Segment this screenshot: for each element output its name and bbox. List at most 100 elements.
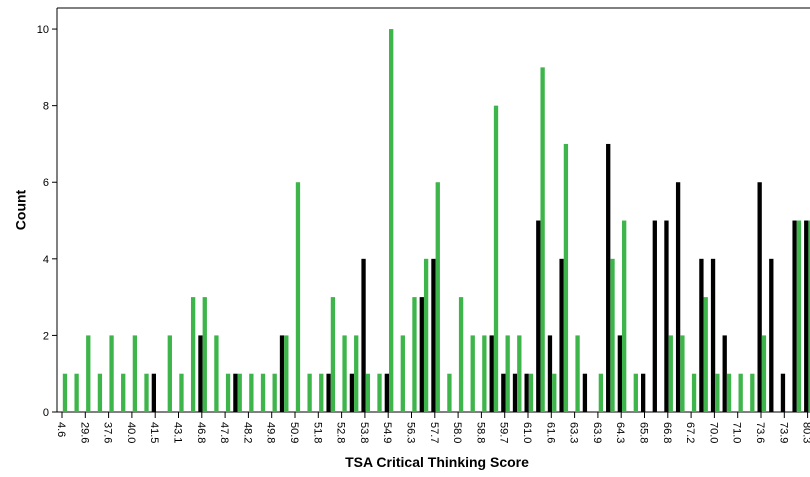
bar <box>482 335 487 412</box>
bar <box>691 373 697 412</box>
bar <box>606 143 611 413</box>
bar <box>552 373 557 412</box>
bar <box>237 373 242 412</box>
x-tick-label: 4.6 <box>55 422 67 437</box>
bar <box>750 373 755 412</box>
bar <box>726 373 732 412</box>
x-tick-label: 41.5 <box>148 422 160 443</box>
x-tick-label: 51.8 <box>311 422 323 443</box>
bar <box>470 335 475 412</box>
x-tick-label: 37.6 <box>102 422 114 443</box>
bar <box>144 373 149 412</box>
x-tick-label: 63.9 <box>591 422 603 443</box>
bar <box>757 182 762 412</box>
bar <box>225 373 231 412</box>
y-tick-label: 4 <box>43 254 49 266</box>
bar <box>575 335 580 412</box>
bar <box>598 373 604 412</box>
x-tick-label: 48.2 <box>241 422 253 443</box>
bar <box>202 297 207 412</box>
bar <box>431 258 436 412</box>
x-tick-label: 50.9 <box>288 422 300 443</box>
bar <box>641 373 646 412</box>
bar <box>703 297 708 412</box>
x-tick-label: 46.8 <box>195 422 207 443</box>
bar <box>524 373 529 412</box>
bar <box>74 373 79 412</box>
y-tick-label: 6 <box>43 177 49 189</box>
bar <box>377 373 382 412</box>
bar <box>361 258 366 412</box>
x-tick-label: 65.8 <box>638 422 650 443</box>
bar <box>400 335 405 412</box>
y-tick-label: 10 <box>37 24 49 36</box>
bar <box>780 373 786 412</box>
bar <box>796 220 802 412</box>
bar <box>563 143 569 413</box>
x-tick-label: 66.8 <box>661 422 673 443</box>
bar <box>307 373 312 412</box>
bar <box>582 373 588 412</box>
x-tick-label: 59.7 <box>498 422 510 443</box>
bar <box>295 182 301 412</box>
bar <box>260 373 266 412</box>
bar <box>710 258 716 412</box>
bar <box>722 335 727 412</box>
bar <box>342 335 347 412</box>
bar <box>559 258 564 412</box>
bar <box>489 335 494 412</box>
bar <box>512 373 518 412</box>
y-tick-label: 0 <box>43 407 49 419</box>
bar <box>179 373 184 412</box>
bar <box>330 297 336 412</box>
bar <box>319 373 324 412</box>
x-tick-label: 61.0 <box>521 422 533 443</box>
x-tick-label: 53.8 <box>358 422 370 443</box>
bar <box>412 297 417 412</box>
bar <box>86 335 91 412</box>
bar <box>190 297 196 412</box>
x-tick-label: 80.3 <box>801 422 810 443</box>
bar <box>617 335 623 412</box>
x-tick-label: 40.0 <box>125 422 137 443</box>
bar <box>675 182 681 412</box>
x-tick-label: 56.3 <box>405 422 417 443</box>
x-tick-label: 71.0 <box>731 422 743 443</box>
x-tick-label: 73.9 <box>777 422 789 443</box>
bar <box>715 373 720 412</box>
bar <box>458 297 464 412</box>
x-tick-label: 29.6 <box>78 422 90 443</box>
bar <box>384 373 390 412</box>
bar <box>610 258 615 412</box>
x-tick-label: 70.0 <box>707 422 719 443</box>
bar <box>326 373 331 412</box>
bar <box>389 29 394 412</box>
bar <box>132 335 138 412</box>
bar <box>668 335 673 412</box>
x-tick-label: 64.3 <box>614 422 626 443</box>
bar <box>365 373 371 412</box>
y-axis-title: Count <box>13 189 29 230</box>
bar <box>249 373 254 412</box>
bar <box>214 335 219 412</box>
bar <box>680 335 685 412</box>
bar <box>349 373 355 412</box>
bar <box>167 335 172 412</box>
x-tick-label: 63.3 <box>568 422 580 443</box>
bar <box>769 258 774 412</box>
bar <box>804 220 809 412</box>
bar <box>761 335 767 412</box>
bar <box>699 258 704 412</box>
bar <box>109 335 114 412</box>
bar <box>633 373 638 412</box>
bar <box>493 105 499 412</box>
bar <box>664 220 669 412</box>
x-tick-label: 49.8 <box>265 422 277 443</box>
bar <box>272 373 277 412</box>
bar <box>528 373 534 412</box>
bar <box>97 373 103 412</box>
bar <box>622 220 627 412</box>
bar <box>354 335 359 412</box>
x-axis-title: TSA Critical Thinking Score <box>345 454 529 470</box>
